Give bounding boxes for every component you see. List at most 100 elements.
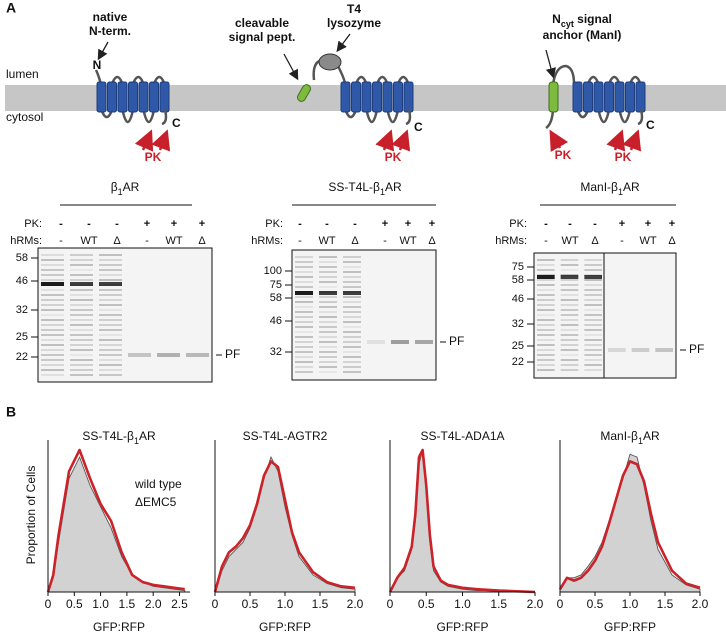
gel-title-pre: SS-T4L-β <box>328 180 380 194</box>
band <box>295 361 313 363</box>
helix <box>372 81 382 113</box>
band <box>319 356 337 358</box>
band <box>70 304 93 306</box>
helix <box>403 81 414 113</box>
gel-frame <box>37 247 213 383</box>
lane-hrms: - <box>620 235 624 247</box>
marker-label: 25 <box>16 331 28 343</box>
band <box>41 334 64 336</box>
helix <box>351 81 361 113</box>
c-label: C <box>172 116 181 130</box>
band <box>319 256 337 258</box>
band <box>70 319 93 321</box>
band <box>99 364 122 366</box>
band <box>584 349 602 351</box>
band <box>537 354 555 356</box>
band <box>584 264 602 266</box>
lane-pk: - <box>568 218 572 230</box>
loop <box>121 109 135 124</box>
loop <box>142 109 156 124</box>
band <box>560 344 579 346</box>
band <box>367 340 385 344</box>
row-label: PK: <box>509 218 527 230</box>
band <box>41 369 64 371</box>
pk-arrow <box>549 129 569 152</box>
callout: lysozyme <box>327 16 381 30</box>
band <box>99 274 122 276</box>
band <box>319 326 337 328</box>
x-axis-label: GFP:RFP <box>259 620 311 634</box>
helix <box>138 81 149 113</box>
band <box>295 366 313 368</box>
band <box>584 269 602 271</box>
chart-title: SS-T4L-β1AR <box>82 429 156 446</box>
band <box>70 289 93 291</box>
n-label: N <box>93 58 102 72</box>
band <box>70 299 93 301</box>
gel-title: β1AR <box>111 180 140 197</box>
band <box>537 299 555 301</box>
gel-title-post: AR <box>385 180 402 194</box>
band <box>99 304 122 306</box>
band <box>537 369 555 371</box>
band <box>584 354 602 356</box>
band <box>295 371 313 373</box>
x-tick-label: 1.0 <box>454 597 471 611</box>
gel-title-post: AR <box>123 180 140 194</box>
band <box>391 340 409 344</box>
band <box>319 346 337 348</box>
pk-arrow <box>375 129 395 152</box>
area <box>559 453 701 593</box>
band <box>99 354 122 356</box>
x-tick-label: 2.0 <box>692 597 709 611</box>
band <box>584 314 602 316</box>
band <box>295 326 313 328</box>
callout-post: signal <box>574 12 612 26</box>
helix <box>572 81 583 113</box>
band <box>343 321 361 323</box>
lane-pk: - <box>87 218 91 230</box>
marker-label: 75 <box>270 279 282 291</box>
band <box>70 334 93 336</box>
line <box>46 448 185 593</box>
band <box>41 254 64 256</box>
band <box>41 309 64 311</box>
callout: N-term. <box>89 24 131 38</box>
area <box>389 449 536 593</box>
band <box>560 364 579 366</box>
lane-hrms: WT <box>80 235 97 247</box>
band <box>560 284 579 286</box>
lane-pk: + <box>645 218 651 230</box>
helix <box>96 81 107 113</box>
band <box>343 256 361 258</box>
lane-hrms: WT <box>639 235 656 247</box>
x-tick-label: 1.0 <box>277 597 294 611</box>
band <box>99 319 122 321</box>
helix <box>159 81 170 113</box>
band <box>41 319 64 321</box>
x-tick-label: 0.5 <box>66 597 83 611</box>
helix <box>382 81 393 113</box>
band <box>584 319 602 321</box>
gel-bg <box>38 248 212 382</box>
x-axis-label: GFP:RFP <box>604 620 656 634</box>
gel-title: ManI-β1AR <box>580 180 640 197</box>
marker-label: 25 <box>512 340 524 352</box>
band <box>343 351 361 353</box>
band <box>41 324 64 326</box>
lane-hrms: Δ <box>668 235 676 247</box>
pk-arrow <box>151 129 171 152</box>
c-terminus <box>637 109 644 126</box>
pf-label: PF <box>225 347 240 361</box>
marker-label: 22 <box>512 356 524 368</box>
loop <box>618 109 632 124</box>
gel-title-pre: ManI-β <box>580 180 618 194</box>
band <box>584 259 602 261</box>
band <box>584 324 602 326</box>
band <box>560 309 579 311</box>
band <box>70 364 93 366</box>
lane-hrms: WT <box>318 235 335 247</box>
chart-title: SS-T4L-ADA1A <box>420 429 504 443</box>
band <box>70 279 93 281</box>
callout-arrow <box>336 33 351 53</box>
